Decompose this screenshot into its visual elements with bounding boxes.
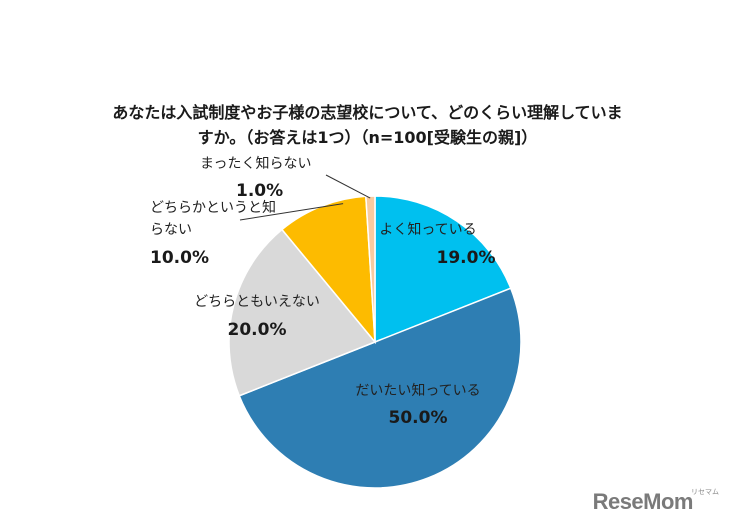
pie-slice-1 (374, 195, 512, 344)
slice-label-3: どちらともいえない (194, 294, 320, 310)
chart-title-line-2: すか。（お答えは1つ）（n=100[受験生の親]） (197, 128, 538, 147)
slice-value-4: 10.0% (150, 248, 209, 268)
slice-label-2: だいたい知っている (355, 382, 480, 399)
slice-label-5: まったく知らない (200, 155, 311, 172)
slice-value-3: 20.0% (228, 320, 287, 340)
slice-label-1: よく知っている (379, 221, 476, 238)
pie-slice-4 (280, 195, 376, 345)
slice-value-2: 50.0% (389, 408, 448, 428)
leader-line-not-at-all (325, 174, 371, 199)
slice-label-4-part-2: らない (150, 222, 192, 238)
resemom-logo-sub: リセマム (691, 488, 719, 496)
pie-slice-3 (228, 228, 377, 397)
slice-value-1: 19.0% (437, 248, 496, 268)
slice-value-5: 1.0% (236, 181, 283, 201)
slice-label-4-part-1: どちらかというと知 (150, 199, 276, 216)
pie-slice-2 (238, 287, 522, 489)
leader-line-somewhat-not (239, 203, 344, 221)
chart-title-line-1: あなたは入試制度やお子様の志望校について、どのくらい理解していま (112, 103, 623, 122)
resemom-logo: ReseMom (592, 489, 694, 514)
